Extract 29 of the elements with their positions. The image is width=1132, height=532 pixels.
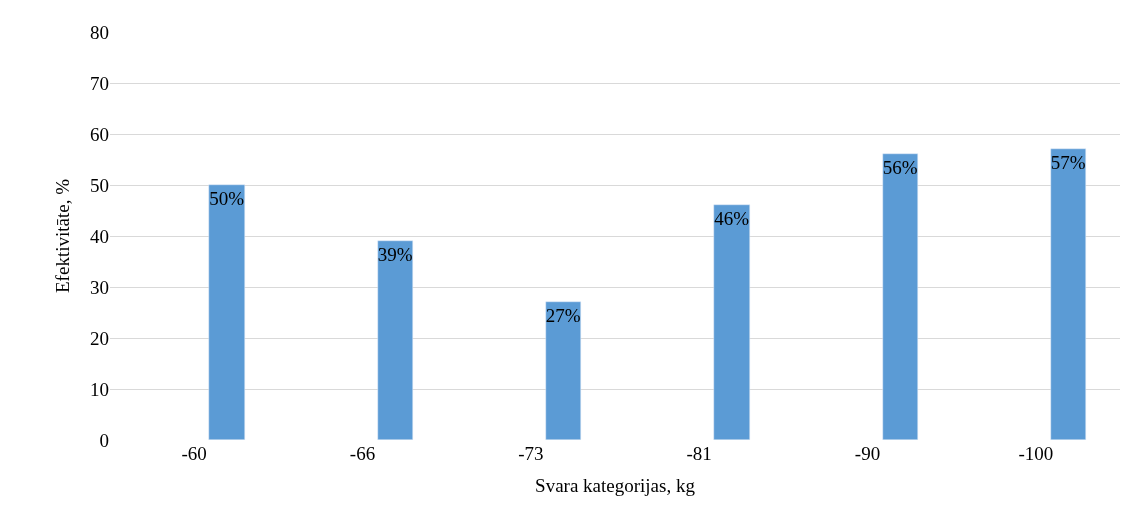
- bar: [1050, 148, 1086, 440]
- y-tick-label: 40: [90, 225, 109, 247]
- data-label: 27%: [545, 304, 581, 326]
- y-tick-label: 10: [90, 378, 109, 400]
- bar: [713, 204, 750, 440]
- y-tick-label: 30: [90, 276, 109, 298]
- data-label: 56%: [882, 156, 918, 178]
- data-label: 50%: [209, 187, 245, 209]
- y-tick-label: 0: [99, 429, 109, 451]
- x-tick-label: -60: [181, 443, 207, 464]
- bar: [377, 240, 413, 440]
- x-tick-label: -90: [854, 443, 881, 464]
- y-tick-label: 80: [90, 21, 109, 43]
- x-axis-title: Svara kategorijas, kg: [535, 474, 696, 496]
- y-tick-label: 50: [90, 174, 109, 196]
- y-tick-label: 70: [90, 72, 109, 94]
- bar: [545, 301, 581, 440]
- data-label: 57%: [1050, 151, 1086, 173]
- x-tick-label: -73: [518, 443, 544, 464]
- x-tick-label: -100: [1018, 443, 1054, 464]
- x-tick-label: -81: [686, 443, 712, 464]
- y-axis-title: Efektivitāte, %: [51, 178, 73, 293]
- bar: [208, 184, 245, 440]
- data-label: 39%: [377, 243, 413, 265]
- x-tick-label: -66: [349, 443, 376, 464]
- data-label: 46%: [714, 207, 750, 229]
- y-tick-label: 60: [90, 123, 109, 145]
- y-tick-label: 20: [90, 327, 109, 349]
- bar: [882, 153, 918, 440]
